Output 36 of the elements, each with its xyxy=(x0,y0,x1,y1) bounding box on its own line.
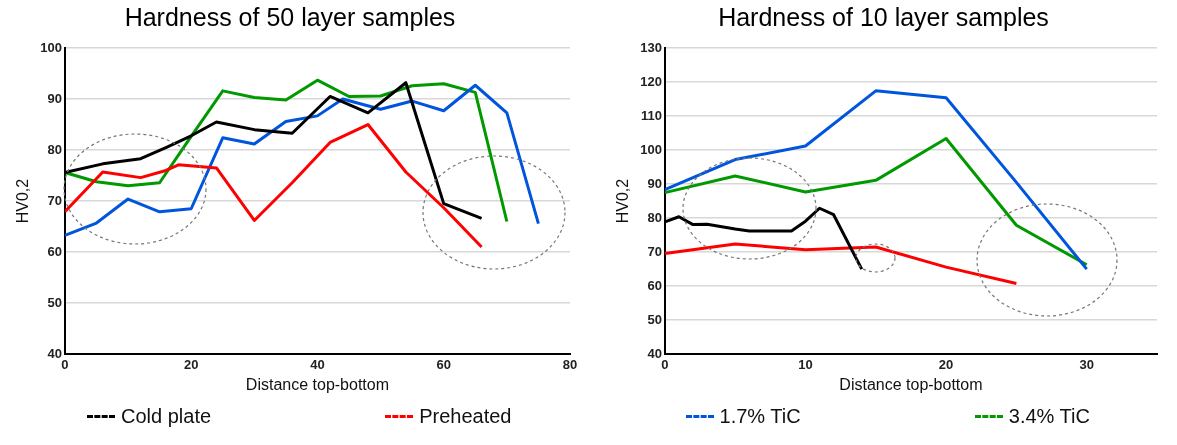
legend-label: 1.7% TiC xyxy=(719,405,801,428)
legend-label: Preheated xyxy=(419,405,512,428)
x-tick-label: 10 xyxy=(798,356,813,372)
legend-label: 3.4% TiC xyxy=(1008,405,1090,428)
legend-label: Cold plate xyxy=(121,405,212,428)
y-tick-label: 90 xyxy=(47,90,62,106)
y-tick-label: 50 xyxy=(47,294,62,310)
chart-title: Hardness of 10 layer samples xyxy=(718,2,1049,31)
y-tick-label: 90 xyxy=(647,175,662,191)
x-tick-label: 40 xyxy=(310,356,325,372)
x-axis-title: Distance top-bottom xyxy=(839,375,983,393)
y-axis-title: HV0,2 xyxy=(614,178,632,224)
x-tick-label: 0 xyxy=(661,356,669,372)
y-tick-label: 60 xyxy=(647,277,662,293)
y-tick-label: 100 xyxy=(640,141,662,157)
y-tick-label: 100 xyxy=(40,39,62,55)
x-tick-label: 60 xyxy=(436,356,451,372)
y-tick-label: 80 xyxy=(47,141,62,157)
y-tick-label: 50 xyxy=(647,311,662,327)
x-tick-label: 80 xyxy=(562,356,578,372)
y-tick-label: 120 xyxy=(640,73,662,89)
chart-title: Hardness of 50 layer samples xyxy=(124,2,456,31)
y-tick-label: 40 xyxy=(647,345,662,361)
y-tick-label: 70 xyxy=(647,243,662,259)
y-tick-label: 110 xyxy=(640,107,662,123)
x-tick-label: 30 xyxy=(1079,356,1094,372)
x-axis-title: Distance top-bottom xyxy=(245,375,390,393)
y-axis-title: HV0,2 xyxy=(14,178,32,224)
y-tick-label: 70 xyxy=(47,192,62,208)
y-tick-label: 80 xyxy=(647,209,662,225)
y-tick-label: 130 xyxy=(640,39,662,55)
x-tick-label: 0 xyxy=(61,356,69,372)
x-tick-label: 20 xyxy=(938,356,954,372)
x-tick-label: 20 xyxy=(183,356,199,372)
y-tick-label: 60 xyxy=(47,243,62,259)
y-tick-label: 40 xyxy=(47,345,62,361)
